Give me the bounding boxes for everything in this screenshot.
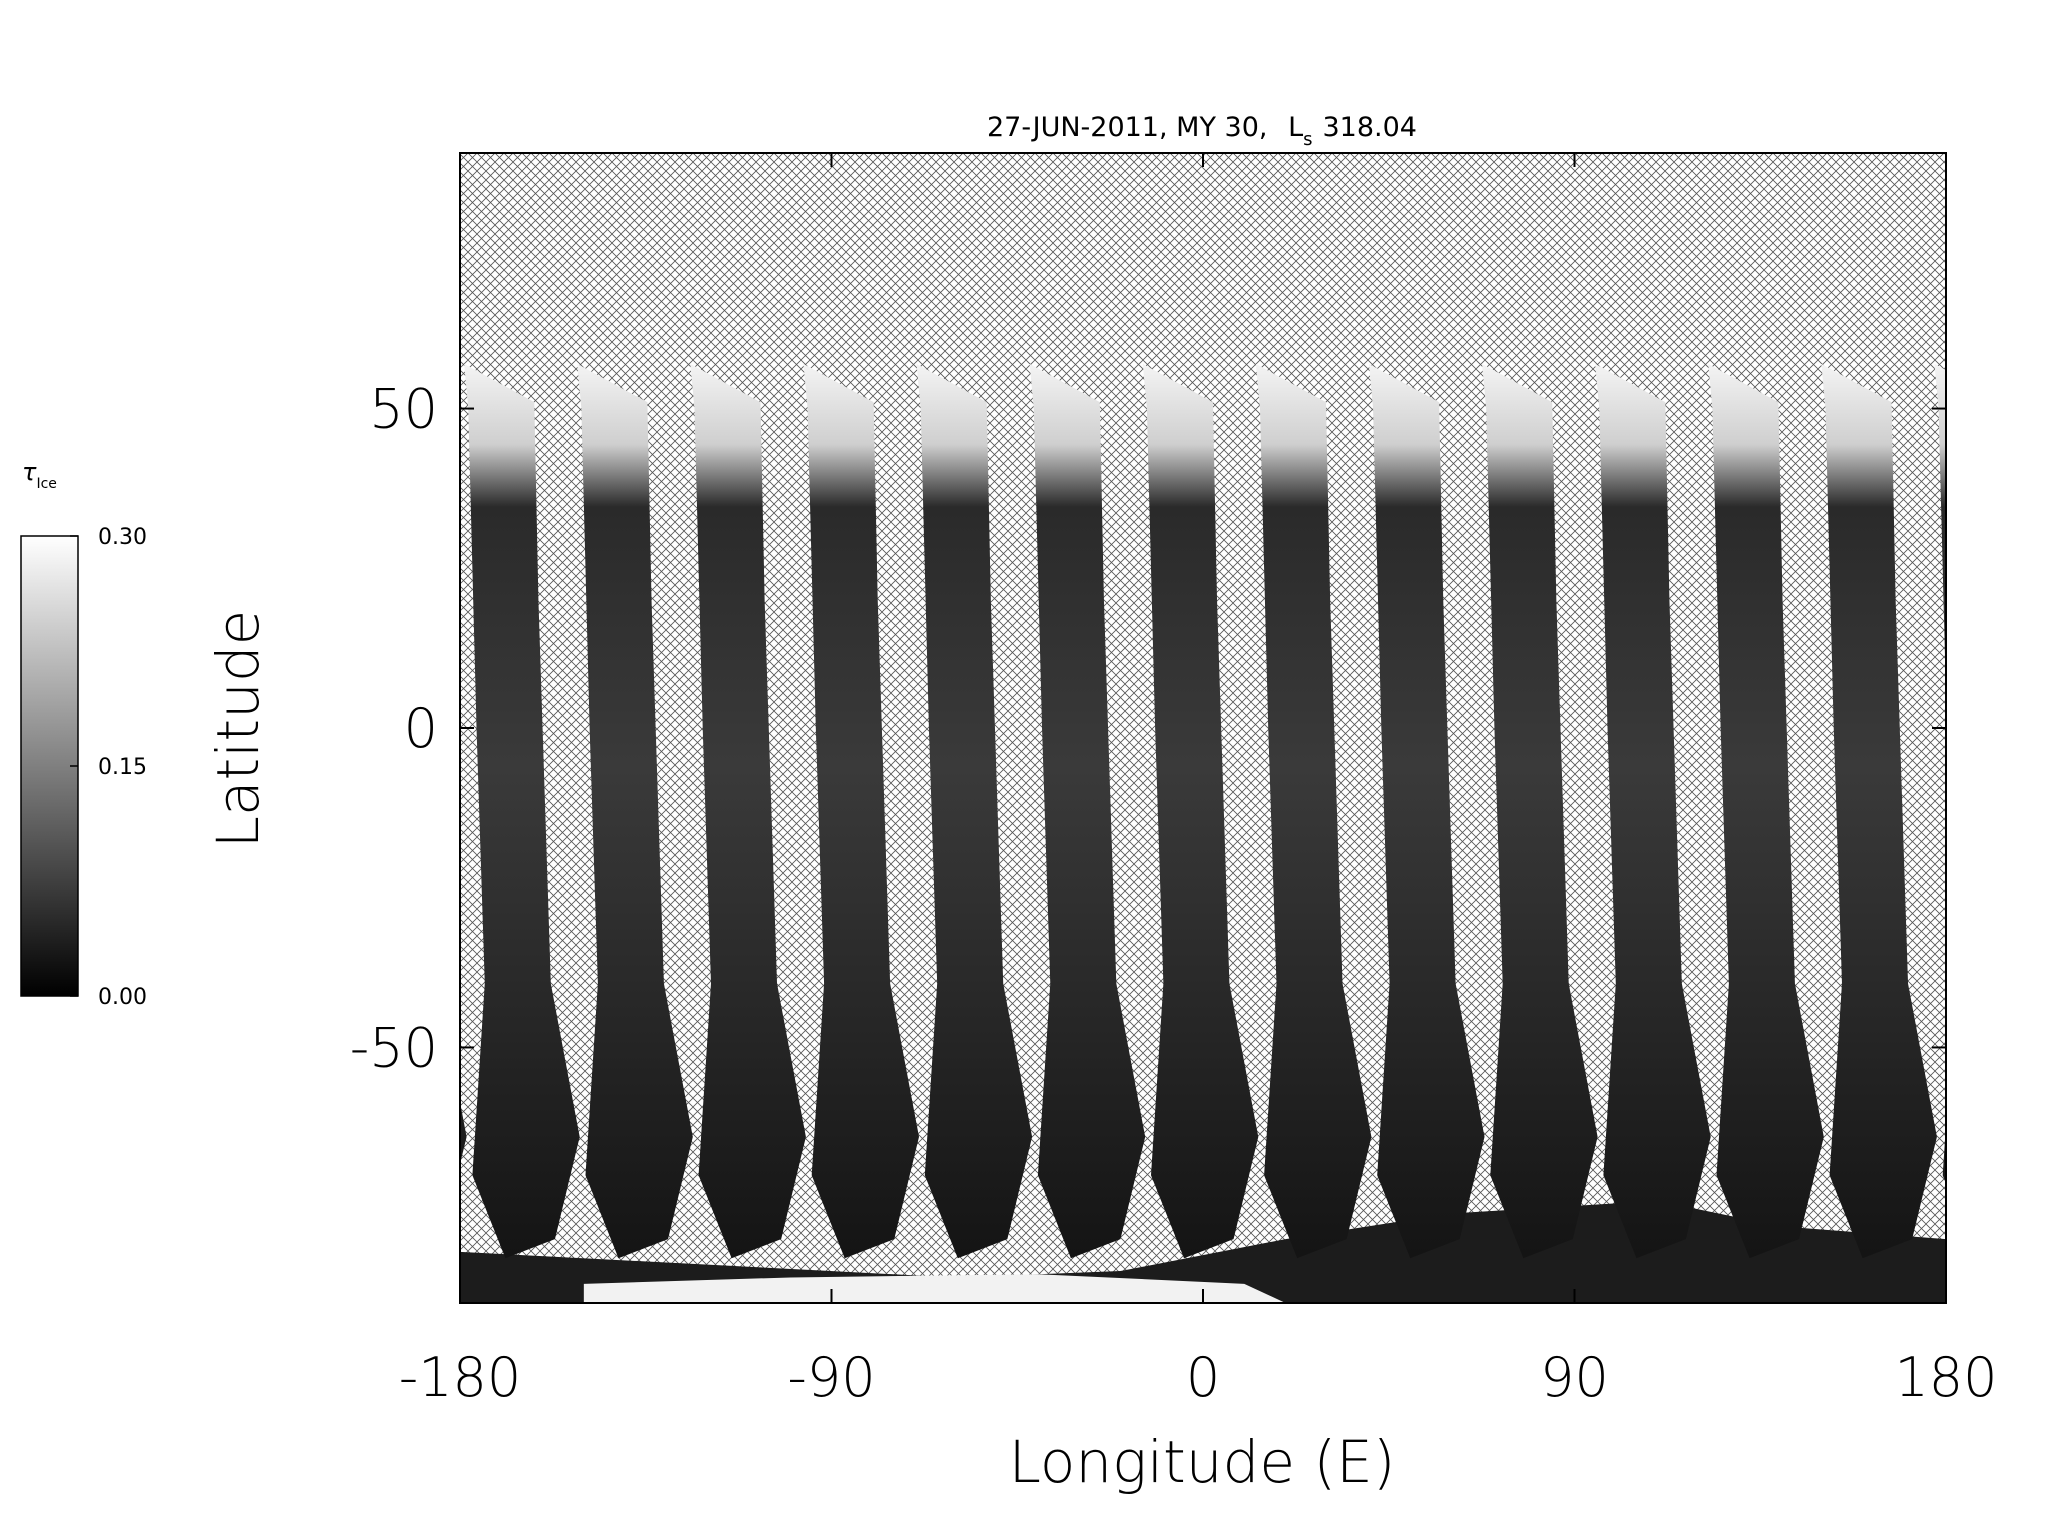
swath xyxy=(803,363,920,1259)
x-tick-label: 0 xyxy=(1186,1346,1220,1409)
polar-bright xyxy=(583,1274,1286,1303)
x-tick-label: 180 xyxy=(1894,1346,1997,1409)
swath xyxy=(1142,363,1259,1259)
x-tick-label: -90 xyxy=(787,1346,875,1409)
swath xyxy=(1368,363,1485,1259)
colorbar-symbol: τ xyxy=(22,458,37,486)
swath xyxy=(1821,363,1937,1259)
swath xyxy=(1595,363,1711,1259)
y-tick-label: -50 xyxy=(350,1016,438,1079)
y-tick-label: 0 xyxy=(404,697,438,760)
y-axis-label: Latitude xyxy=(204,610,272,849)
swath xyxy=(460,1101,467,1165)
swath xyxy=(1255,363,1372,1259)
swath xyxy=(690,363,806,1259)
title-ls-subscript: s xyxy=(1303,129,1312,150)
swath xyxy=(464,363,580,1259)
swath xyxy=(916,363,1033,1259)
x-tick-label: 90 xyxy=(1540,1346,1609,1409)
y-tick-label: 50 xyxy=(369,378,438,441)
swath xyxy=(1029,363,1146,1259)
colorbar-tick-label: 0.15 xyxy=(98,755,147,780)
title-ls: L xyxy=(1288,112,1303,143)
chart-title: 27-JUN-2011, MY 30, Ls 318.04 xyxy=(987,112,1417,150)
plot-area xyxy=(459,152,1947,1304)
colorbar-subscript: Ice xyxy=(36,476,56,492)
swath xyxy=(1934,363,1946,1184)
x-tick-label: -180 xyxy=(399,1346,522,1409)
title-text: 27-JUN-2011, MY 30, xyxy=(987,112,1267,143)
swath xyxy=(1708,363,1824,1259)
colorbar xyxy=(20,535,79,997)
x-axis-label: Longitude (E) xyxy=(1009,1428,1396,1496)
title-ls-value: 318.04 xyxy=(1323,112,1417,143)
colorbar-tick-label: 0.00 xyxy=(98,985,147,1010)
swath xyxy=(577,363,693,1259)
swath-image xyxy=(460,363,1946,1303)
colorbar-tick-label: 0.30 xyxy=(98,525,147,550)
colorbar-label: τIce xyxy=(22,458,57,492)
swath xyxy=(1482,363,1598,1259)
